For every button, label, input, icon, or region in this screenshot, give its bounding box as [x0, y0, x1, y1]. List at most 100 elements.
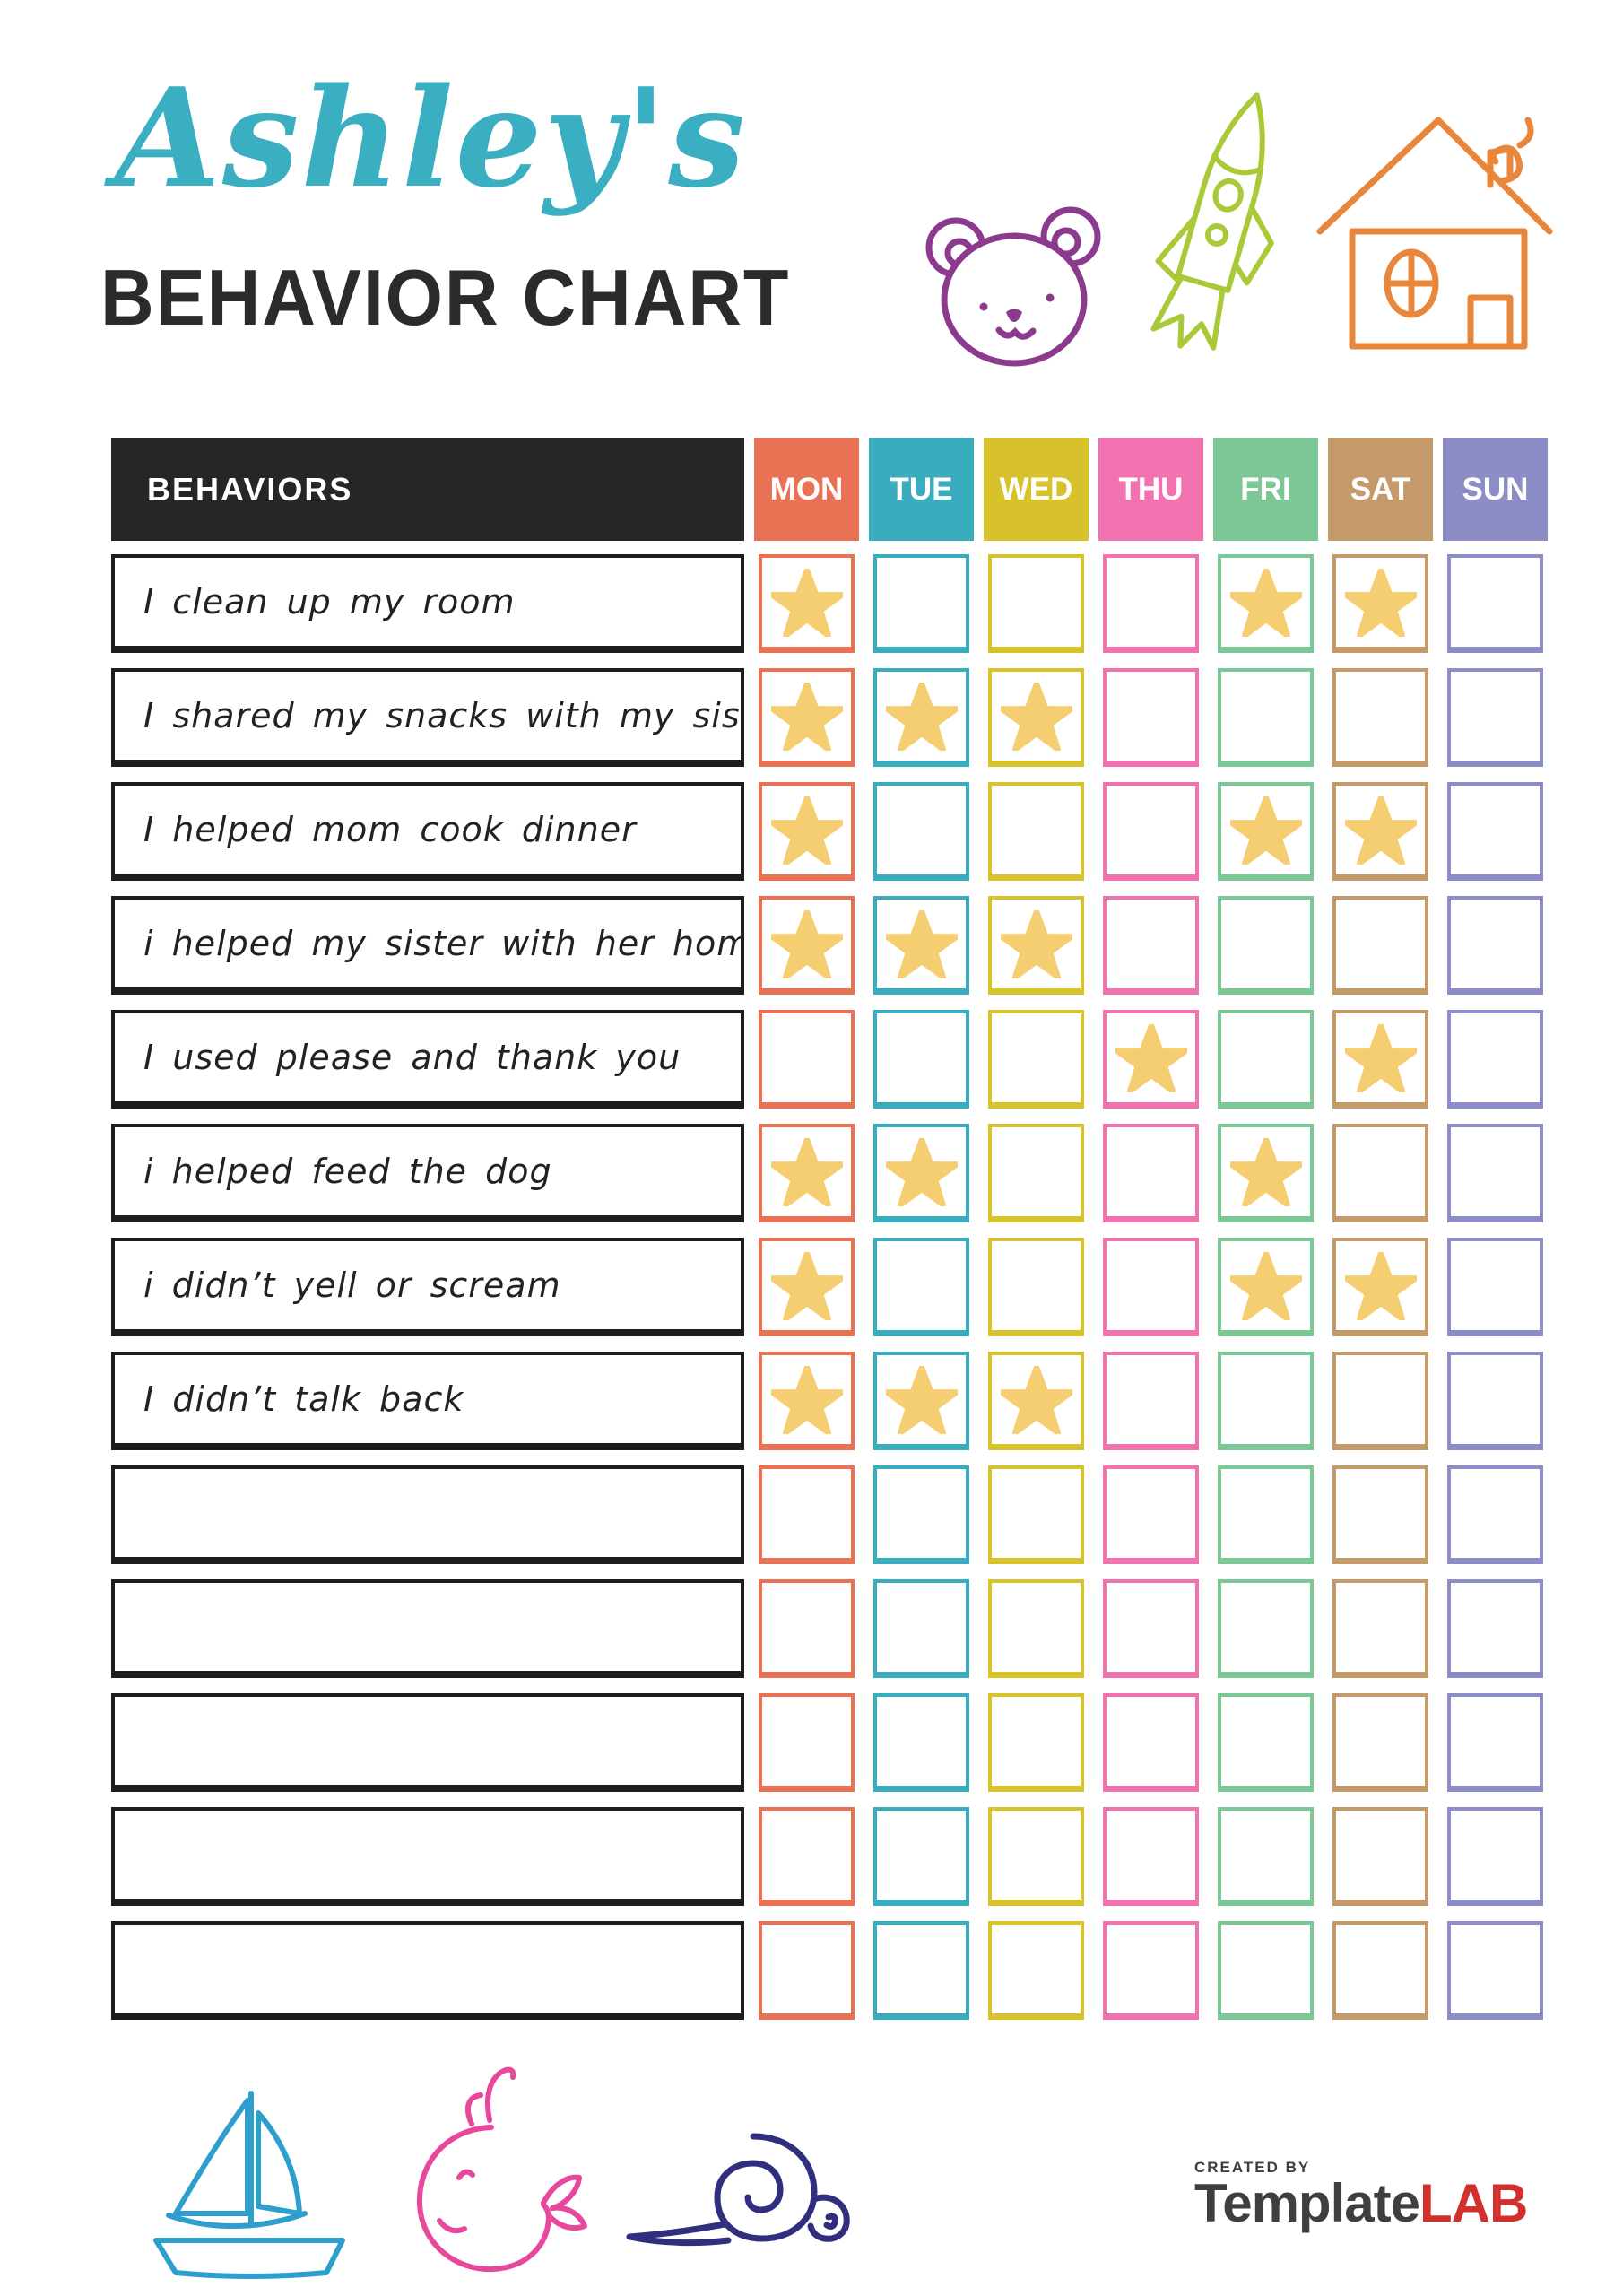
- day-cell-sat: [1332, 896, 1428, 995]
- day-cell-tue: [873, 1124, 969, 1222]
- day-cell-sun: [1447, 896, 1543, 995]
- star-icon: [885, 682, 958, 751]
- day-cell-tue: [873, 1693, 969, 1792]
- day-cell-sat: [1332, 1124, 1428, 1222]
- day-cell-mon: [759, 1465, 855, 1564]
- behavior-cell: [111, 1921, 744, 2020]
- day-cell-sun: [1447, 1693, 1543, 1792]
- day-cell-sun: [1447, 782, 1543, 881]
- day-cell-fri: [1218, 1921, 1314, 2020]
- day-cell-mon: [759, 1010, 855, 1109]
- star-icon: [770, 1365, 843, 1434]
- day-cell-thu: [1103, 1124, 1199, 1222]
- star-icon: [885, 1365, 958, 1434]
- table-header-row: BEHAVIORS MON TUE WED THU FRI SAT SUN: [111, 438, 1548, 541]
- day-cell-mon: [759, 1579, 855, 1678]
- day-cell-sat: [1332, 1465, 1428, 1564]
- table-row: [111, 1693, 1548, 1792]
- day-cell-wed: [988, 1238, 1084, 1336]
- day-cell-tue: [873, 1010, 969, 1109]
- day-cell-wed: [988, 1921, 1084, 2020]
- day-cell-sun: [1447, 1465, 1543, 1564]
- brand-lab: LAB: [1419, 2173, 1528, 2233]
- page-title-heading: BEHAVIOR CHART: [100, 253, 791, 342]
- sailboat-icon: [136, 2079, 360, 2283]
- star-icon: [1229, 1251, 1302, 1320]
- day-cell-mon: [759, 782, 855, 881]
- day-cell-sat: [1332, 782, 1428, 881]
- day-header-mon: MON: [754, 438, 859, 541]
- behavior-cell: I used please and thank you: [111, 1010, 744, 1109]
- day-cell-wed: [988, 1010, 1084, 1109]
- table-row: I shared my snacks with my sister: [111, 668, 1548, 767]
- behavior-cell: [111, 1693, 744, 1792]
- day-cell-fri: [1218, 1807, 1314, 1906]
- star-icon: [770, 568, 843, 637]
- star-icon: [1229, 1137, 1302, 1206]
- day-cell-mon: [759, 896, 855, 995]
- day-cell-sun: [1447, 554, 1543, 653]
- day-cell-tue: [873, 1921, 969, 2020]
- star-icon: [770, 1251, 843, 1320]
- day-cell-wed: [988, 782, 1084, 881]
- day-cell-wed: [988, 1465, 1084, 1564]
- snail-icon: [617, 2118, 872, 2266]
- day-cell-wed: [988, 668, 1084, 767]
- star-icon: [1000, 682, 1072, 751]
- day-cell-fri: [1218, 1010, 1314, 1109]
- star-icon: [1115, 1023, 1187, 1092]
- day-cell-fri: [1218, 1579, 1314, 1678]
- table-row: i didn’t yell or scream: [111, 1238, 1548, 1336]
- day-cell-thu: [1103, 1921, 1199, 2020]
- brand-created-by: CREATED BY: [1194, 2159, 1311, 2176]
- star-icon: [770, 1137, 843, 1206]
- day-cell-wed: [988, 1693, 1084, 1792]
- star-icon: [1344, 1251, 1417, 1320]
- brand-logo: CREATED BY TemplateLAB: [1194, 2159, 1528, 2233]
- table-row: [111, 1465, 1548, 1564]
- day-header-sun: SUN: [1443, 438, 1548, 541]
- day-header-tue: TUE: [869, 438, 974, 541]
- day-cell-sat: [1332, 668, 1428, 767]
- day-cell-tue: [873, 782, 969, 881]
- day-cell-sat: [1332, 1010, 1428, 1109]
- day-cell-fri: [1218, 554, 1314, 653]
- day-cell-tue: [873, 668, 969, 767]
- day-cell-fri: [1218, 1238, 1314, 1336]
- day-cell-fri: [1218, 1124, 1314, 1222]
- behaviors-header: BEHAVIORS: [111, 438, 744, 541]
- star-icon: [1344, 1023, 1417, 1092]
- day-cell-thu: [1103, 896, 1199, 995]
- behavior-cell: I clean up my room: [111, 554, 744, 653]
- behavior-table: BEHAVIORS MON TUE WED THU FRI SAT SUN I clean …: [111, 438, 1548, 2020]
- day-cell-mon: [759, 1807, 855, 1906]
- day-cell-tue: [873, 1238, 969, 1336]
- behavior-cell: [111, 1579, 744, 1678]
- behavior-cell: i didn’t yell or scream: [111, 1238, 744, 1336]
- star-icon: [1344, 796, 1417, 865]
- day-cell-sun: [1447, 1010, 1543, 1109]
- day-cell-fri: [1218, 1693, 1314, 1792]
- star-icon: [1000, 909, 1072, 978]
- star-icon: [1229, 796, 1302, 865]
- day-cell-thu: [1103, 1579, 1199, 1678]
- behavior-cell: I helped mom cook dinner: [111, 782, 744, 881]
- day-cell-thu: [1103, 1807, 1199, 1906]
- day-cell-sat: [1332, 1352, 1428, 1450]
- day-cell-sun: [1447, 1124, 1543, 1222]
- day-cell-tue: [873, 1807, 969, 1906]
- day-cell-thu: [1103, 668, 1199, 767]
- star-icon: [770, 909, 843, 978]
- day-cell-wed: [988, 1124, 1084, 1222]
- star-icon: [885, 909, 958, 978]
- day-cell-sat: [1332, 1921, 1428, 2020]
- rocket-icon: [1123, 74, 1311, 396]
- table-row: I used please and thank you: [111, 1010, 1548, 1109]
- star-icon: [1229, 568, 1302, 637]
- day-cell-thu: [1103, 1238, 1199, 1336]
- day-cell-sat: [1332, 1693, 1428, 1792]
- star-icon: [770, 682, 843, 751]
- day-cell-mon: [759, 1238, 855, 1336]
- day-cell-sun: [1447, 1807, 1543, 1906]
- day-cell-tue: [873, 554, 969, 653]
